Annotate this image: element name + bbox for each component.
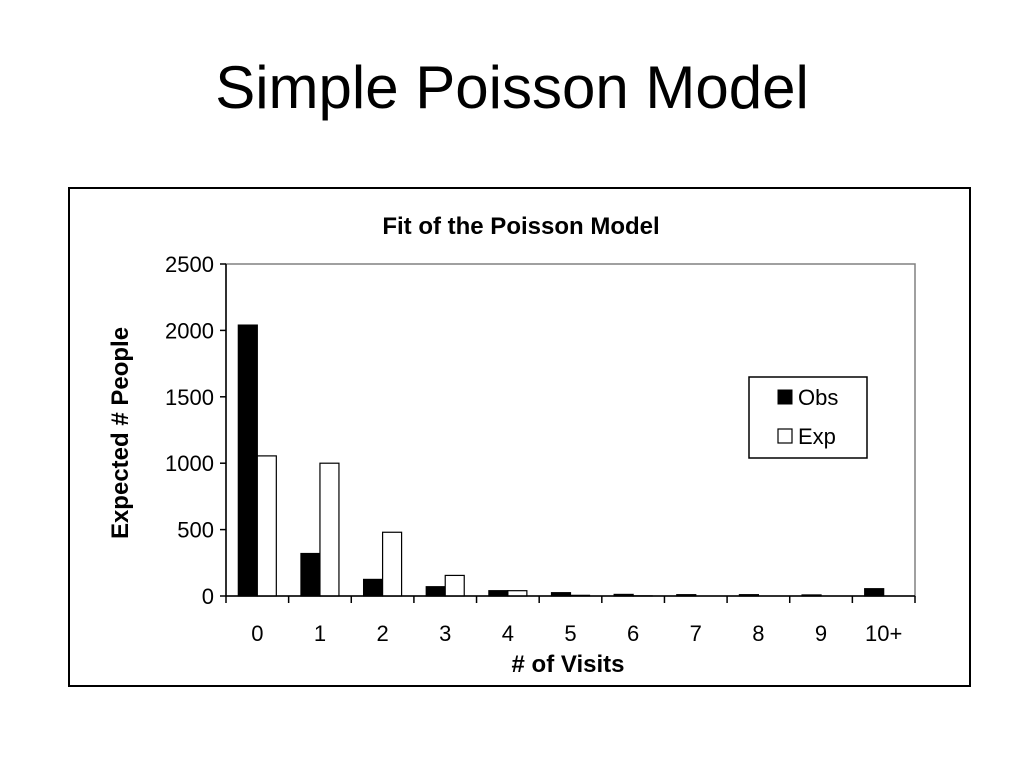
bar-obs-3 — [425, 586, 446, 597]
legend-swatch-obs — [777, 389, 793, 405]
bar-obs-4 — [488, 590, 509, 597]
bar-exp-3 — [444, 574, 465, 597]
bar-obs-1 — [300, 552, 321, 597]
x-tick-label: 3 — [439, 621, 451, 646]
y-tick-label: 0 — [202, 584, 214, 609]
x-tick-label: 5 — [564, 621, 576, 646]
legend-label-obs: Obs — [798, 385, 838, 410]
x-axis-label: # of Visits — [512, 651, 625, 678]
x-tick-label: 7 — [690, 621, 702, 646]
bar-obs-0 — [237, 324, 258, 597]
x-tick-label: 8 — [752, 621, 764, 646]
slide-title: Simple Poisson Model — [215, 54, 809, 121]
bar-exp-2 — [381, 531, 403, 597]
y-tick-label: 1000 — [165, 451, 214, 476]
bar-exp-0 — [256, 455, 277, 597]
y-axis-label: Expected # People — [107, 327, 134, 539]
bar-exp-1 — [319, 462, 340, 597]
y-tick-label: 2000 — [165, 318, 214, 343]
x-tick-label: 10+ — [865, 621, 902, 646]
bar-obs-2 — [362, 578, 384, 597]
bar-obs-10+ — [864, 588, 885, 597]
legend-swatch-exp — [777, 428, 793, 444]
y-tick-label: 500 — [177, 518, 214, 543]
legend: Obs Exp — [748, 376, 868, 459]
x-tick-label: 6 — [627, 621, 639, 646]
y-tick-label: 2500 — [165, 252, 214, 277]
x-tick-label: 9 — [815, 621, 827, 646]
x-tick-label: 2 — [376, 621, 388, 646]
x-tick-label: 1 — [314, 621, 326, 646]
chart-title: Fit of the Poisson Model — [382, 213, 659, 240]
x-tick-label: 4 — [502, 621, 514, 646]
legend-label-exp: Exp — [798, 424, 836, 449]
x-tick-label: 0 — [251, 621, 263, 646]
legend-box — [748, 376, 868, 459]
y-tick-label: 1500 — [165, 385, 214, 410]
bar-exp-4 — [507, 590, 528, 597]
